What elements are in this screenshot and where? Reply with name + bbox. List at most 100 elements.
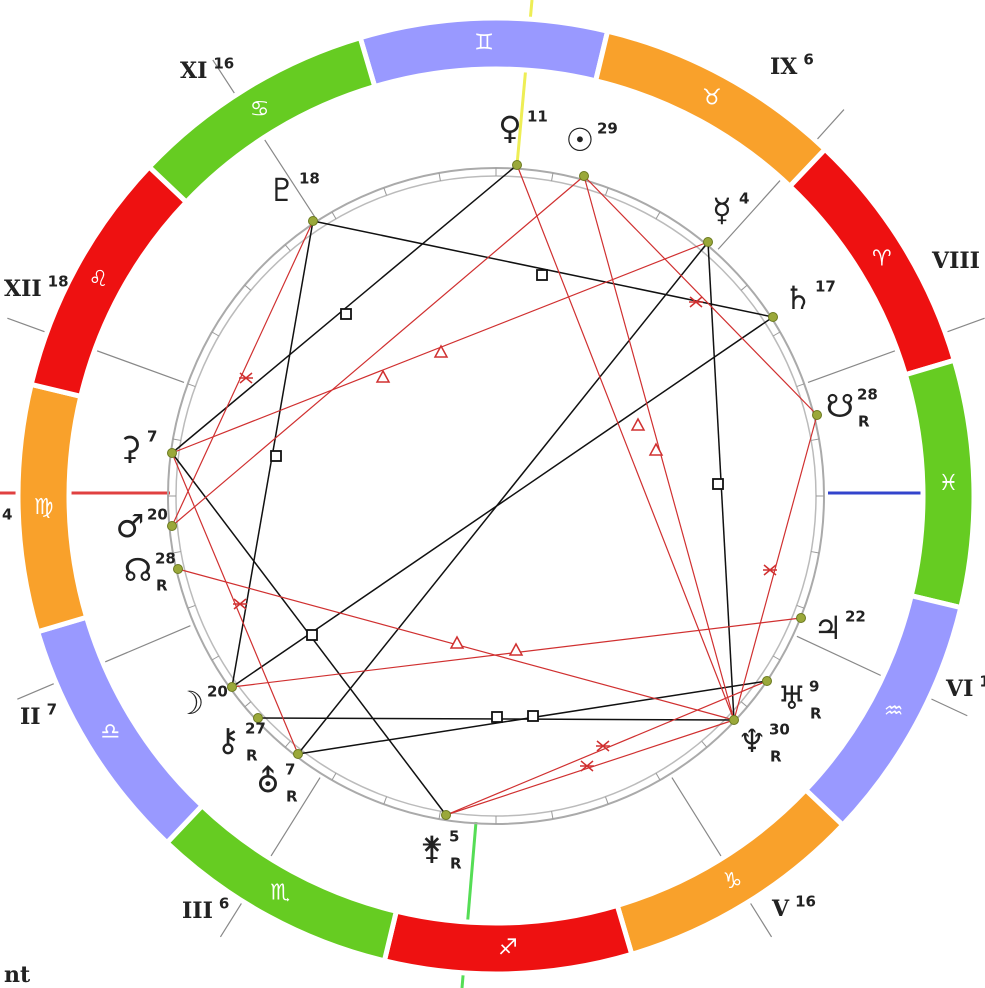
planet-degree: 17 bbox=[815, 278, 836, 296]
planet-symbol: ⚳ bbox=[118, 429, 141, 467]
planet-degree: 20 bbox=[147, 506, 168, 524]
house-numeral: VI bbox=[945, 676, 973, 702]
planet-degree: 29 bbox=[597, 120, 618, 138]
degree-tick bbox=[701, 740, 708, 748]
planet-symbol: ♀ bbox=[498, 109, 521, 147]
degree-tick bbox=[211, 331, 220, 337]
house-degree: 4 bbox=[2, 506, 12, 524]
degree-tick bbox=[284, 244, 291, 252]
trine-marker bbox=[648, 442, 664, 456]
degree-tick bbox=[772, 655, 781, 661]
planet-degree: 28 bbox=[857, 386, 878, 404]
planet-degree: 5 bbox=[449, 828, 459, 846]
degree-tick bbox=[383, 187, 388, 196]
degree-tick bbox=[740, 284, 748, 291]
degree-tick bbox=[796, 383, 805, 388]
degree-tick bbox=[772, 331, 781, 337]
planet-dot bbox=[167, 448, 177, 458]
planet-degree: 30 bbox=[769, 721, 790, 739]
aspect-line bbox=[583, 175, 818, 416]
planet-retrograde: R bbox=[246, 747, 258, 765]
planet-dot bbox=[253, 713, 263, 723]
planet-dot bbox=[441, 810, 451, 820]
aspect-line bbox=[231, 316, 774, 688]
planet-dot bbox=[579, 171, 589, 181]
planet-degree: 9 bbox=[809, 678, 819, 696]
planet-symbol: ☽ bbox=[176, 684, 205, 722]
degree-tick bbox=[331, 772, 337, 781]
planet-symbol: ♅ bbox=[778, 679, 807, 717]
zodiac-sign: ♏ bbox=[270, 881, 290, 906]
planet-symbol: ☉ bbox=[566, 121, 595, 159]
zodiac-sign: ♎ bbox=[100, 719, 120, 744]
zodiac-sign: ♈ bbox=[872, 247, 892, 272]
sextile-marker bbox=[239, 372, 253, 384]
sextile-marker bbox=[689, 296, 703, 308]
degree-tick bbox=[331, 211, 337, 220]
aspect-line bbox=[445, 719, 735, 816]
house-degree: 6 bbox=[219, 895, 229, 913]
house-degree: 18 bbox=[48, 273, 69, 291]
house-numeral: XI bbox=[180, 58, 207, 84]
trine-marker bbox=[508, 642, 524, 656]
square-marker bbox=[270, 450, 282, 462]
planet-degree: 11 bbox=[527, 108, 548, 126]
aspect-line bbox=[733, 414, 818, 721]
planet-degree: 27 bbox=[245, 720, 266, 738]
degree-tick bbox=[551, 811, 554, 820]
degree-tick bbox=[811, 438, 820, 441]
planet-dot bbox=[762, 676, 772, 686]
house-numeral: IX bbox=[770, 54, 798, 80]
zodiac-sign: ♒ bbox=[884, 699, 904, 724]
zodiac-sign: ♓ bbox=[938, 471, 958, 496]
planet-symbol: ⚷ bbox=[216, 721, 239, 759]
zodiac-sign: ♉ bbox=[702, 85, 722, 110]
planet-dot bbox=[173, 564, 183, 574]
planet-retrograde: R bbox=[156, 577, 168, 595]
degree-tick bbox=[284, 740, 291, 748]
planet-degree: 7 bbox=[147, 428, 157, 446]
degree-tick bbox=[796, 604, 805, 609]
zodiac-segment bbox=[145, 34, 378, 206]
degree-tick bbox=[551, 172, 554, 181]
planet-symbol: ⛢ bbox=[256, 762, 279, 800]
trine-marker bbox=[630, 417, 646, 431]
planet-degree: 7 bbox=[285, 761, 295, 779]
degree-tick bbox=[244, 701, 252, 708]
planet-dot bbox=[703, 237, 713, 247]
degree-tick bbox=[187, 604, 196, 609]
trine-marker bbox=[375, 369, 391, 383]
planet-degree: 18 bbox=[299, 170, 320, 188]
square-marker bbox=[536, 269, 548, 281]
house-numeral: II bbox=[20, 704, 41, 730]
degree-tick bbox=[740, 701, 748, 708]
aspect-line bbox=[297, 241, 709, 755]
degree-tick bbox=[172, 551, 181, 554]
planet-dot bbox=[293, 749, 303, 759]
sextile-marker bbox=[763, 564, 777, 576]
planet-dot bbox=[167, 521, 177, 531]
planet-degree: 4 bbox=[739, 190, 749, 208]
degree-tick bbox=[655, 772, 661, 781]
sextile-marker bbox=[233, 598, 247, 610]
planet-symbol: ♃ bbox=[814, 609, 843, 647]
aspect-line bbox=[171, 220, 314, 527]
planet-retrograde: R bbox=[810, 705, 822, 723]
degree-tick bbox=[383, 796, 388, 805]
zodiac-sign: ♍ bbox=[34, 495, 54, 520]
planet-degree: 22 bbox=[845, 608, 866, 626]
house-degree: 1 bbox=[979, 673, 985, 691]
square-marker bbox=[340, 308, 352, 320]
footer-text: nt bbox=[4, 962, 31, 988]
house-numeral: VIII bbox=[931, 248, 980, 274]
square-marker bbox=[527, 710, 539, 722]
house-numeral: III bbox=[182, 898, 213, 924]
planet-symbol: ☿ bbox=[712, 191, 732, 229]
sextile-marker bbox=[580, 760, 594, 772]
planet-symbol: ♇ bbox=[268, 171, 297, 209]
house-degree: 16 bbox=[795, 893, 816, 911]
planet-symbol: ⚵ bbox=[420, 829, 443, 867]
house-numeral: XII bbox=[4, 276, 42, 302]
planet-retrograde: R bbox=[770, 748, 782, 766]
